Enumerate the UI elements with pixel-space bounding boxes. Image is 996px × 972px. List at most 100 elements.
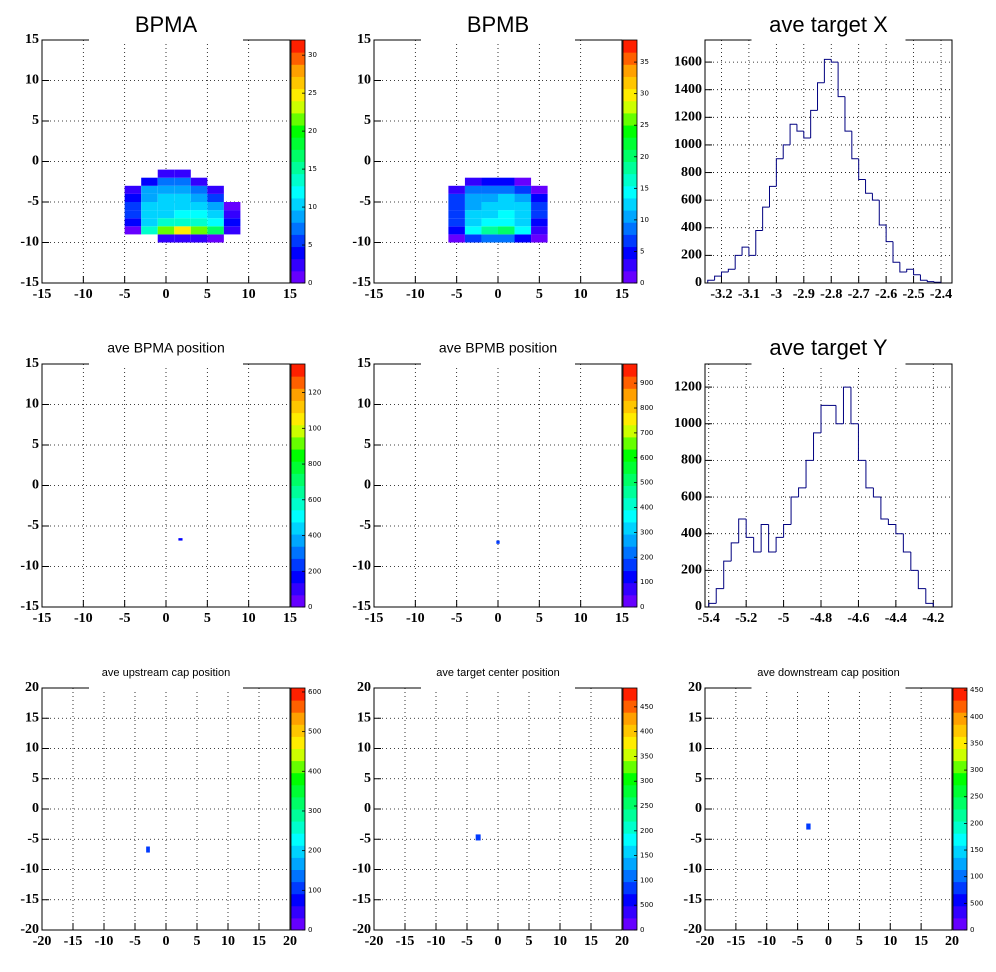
chart-title: BPMB (467, 12, 529, 37)
y-tick-label: 600 (681, 192, 702, 207)
x-tick-label: -15 (727, 934, 746, 949)
x-tick-label: -5 (778, 611, 790, 626)
heatmap-cell (124, 185, 142, 194)
heatmap-cell (174, 185, 191, 194)
y-tick-label: 1000 (674, 137, 702, 152)
colorbar-label: 400 (308, 767, 321, 775)
heatmap-cell (531, 193, 548, 202)
heatmap-cell (481, 202, 498, 211)
histogram-bin (917, 570, 926, 590)
colorbar-band (291, 748, 305, 762)
heatmap-cell (514, 177, 532, 186)
y-tick-label: 800 (681, 453, 702, 468)
x-tick-label: 5 (526, 934, 533, 949)
x-tick-label: -10 (406, 611, 425, 626)
x-tick-label: 20 (283, 934, 297, 949)
colorbar-band (291, 809, 305, 822)
colorbar-band (291, 534, 305, 547)
histogram-bin (872, 487, 881, 498)
colorbar-band (291, 270, 305, 284)
y-tick-label: -20 (352, 922, 371, 937)
y-tick-label: 10 (25, 73, 39, 88)
colorbar-label: 0 (640, 926, 644, 934)
colorbar-band (953, 857, 967, 870)
heatmap-cell (448, 218, 465, 227)
heatmap-cell (141, 193, 158, 202)
x-tick-label: 15 (283, 287, 297, 302)
heatmap-cell (157, 185, 175, 194)
colorbar-band (291, 712, 305, 725)
x-tick-label: -15 (33, 287, 52, 302)
histogram-bin (933, 281, 942, 283)
y-tick-label: 5 (32, 771, 39, 786)
y-tick-label: 10 (357, 741, 371, 756)
colorbar-band (291, 100, 305, 114)
histogram-bin (760, 524, 769, 553)
colorbar-band (623, 796, 637, 810)
heatmap-cell (464, 218, 482, 227)
colorbar-label: 350 (970, 739, 983, 747)
colorbar-band (291, 173, 305, 187)
colorbar-band (291, 905, 305, 919)
x-tick-label: -2.7 (848, 287, 870, 302)
heatmap-cell (141, 177, 158, 186)
histogram-bin (837, 62, 845, 98)
x-tick-label: -5.2 (735, 611, 757, 626)
colorbar-band (953, 760, 967, 774)
y-tick-label: 0 (695, 801, 702, 816)
y-tick-label: -15 (352, 892, 371, 907)
histogram-bin (925, 588, 934, 607)
colorbar-band (953, 905, 967, 919)
histogram-bin (753, 537, 762, 553)
colorbar-band (623, 364, 637, 377)
colorbar-band (953, 748, 967, 762)
histogram-bin (813, 432, 822, 461)
heatmap-cell (190, 226, 208, 235)
heatmap-cell (223, 202, 241, 211)
heatmap-cell (514, 202, 532, 211)
histogram-bin (798, 487, 807, 498)
colorbar-label: 200 (970, 819, 983, 827)
heatmap-cell (174, 169, 191, 178)
histogram-bin (734, 254, 743, 270)
heatmap-cell (174, 193, 191, 202)
heatmap-cell (498, 185, 515, 194)
y-tick-label: 400 (681, 526, 702, 541)
heatmap-cell (207, 210, 224, 219)
histogram-bin (895, 524, 904, 535)
x-tick-label: 15 (615, 611, 629, 626)
colorbar-band (623, 424, 637, 438)
title-box (421, 664, 575, 689)
colorbar-band (291, 424, 305, 438)
colorbar-band (623, 724, 637, 737)
colorbar-band (953, 869, 967, 883)
colorbar-label: 120 (308, 389, 321, 397)
colorbar-band (623, 234, 637, 248)
heatmap-cell (498, 202, 515, 211)
histogram-bin (755, 230, 763, 256)
colorbar-label: 600 (308, 496, 321, 504)
colorbar-label: 100 (640, 876, 653, 884)
title-box (89, 664, 243, 689)
heatmap-cell (514, 234, 532, 243)
colorbar-band (291, 52, 305, 65)
heatmap-cell (448, 234, 465, 243)
y-tick-label: 1000 (674, 416, 702, 431)
colorbar-band (291, 857, 305, 870)
chart-title: BPMA (135, 12, 198, 37)
y-tick-label: 5 (364, 113, 371, 128)
colorbar-band (953, 821, 967, 834)
colorbar-band (291, 222, 305, 235)
colorbar-band (953, 772, 967, 786)
histogram-bin (906, 268, 914, 272)
heatmap-cell (514, 193, 532, 202)
histogram-bin (844, 96, 852, 132)
heatmap-cell (124, 226, 142, 235)
y-tick-label: -5 (690, 831, 702, 846)
y-tick-label: 1200 (674, 110, 702, 125)
colorbar-band (291, 197, 305, 211)
histogram-bin (768, 524, 777, 553)
histogram-bin (775, 536, 784, 553)
x-tick-label: -2.5 (902, 287, 924, 302)
x-tick-label: 5 (536, 611, 543, 626)
